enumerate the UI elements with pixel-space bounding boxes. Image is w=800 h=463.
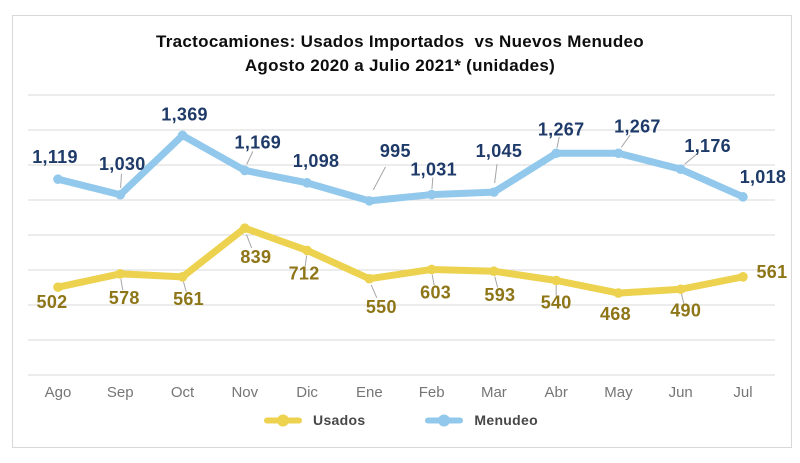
label-leader-line (556, 136, 560, 149)
menudeo-data-label: 1,031 (410, 160, 457, 180)
usados-line-marker-icon (264, 414, 303, 426)
x-axis-label: Mar (481, 384, 507, 401)
usados-data-point (364, 273, 375, 284)
menudeo-data-label: 1,176 (684, 136, 731, 156)
legend-item-usados: Usados (262, 412, 365, 428)
label-leader-line (684, 153, 698, 165)
usados-data-label: 468 (600, 304, 631, 324)
x-axis-label: May (604, 384, 633, 401)
label-leader-line (431, 274, 435, 286)
menudeo-data-point (426, 189, 437, 200)
x-axis-label: Feb (419, 384, 445, 401)
menudeo-data-label: 1,018 (740, 167, 787, 187)
usados-data-label: 839 (240, 247, 271, 267)
usados-data-point (738, 272, 748, 282)
menudeo-data-point (240, 165, 250, 176)
x-axis-label: Jul (733, 384, 752, 401)
label-leader-line (372, 166, 386, 191)
menudeo-data-point (115, 189, 126, 200)
menudeo-line (54, 131, 747, 205)
usados-data-point (426, 264, 437, 275)
menudeo-data-label: 1,045 (476, 141, 523, 161)
menudeo-data-point (675, 164, 686, 174)
label-leader-line (494, 276, 499, 288)
usados-data-label: 578 (109, 288, 140, 308)
x-axis-label: Dic (296, 384, 318, 401)
usados-data-point (613, 288, 624, 298)
menudeo-data-label: 1,119 (32, 147, 78, 167)
label-leader-line (120, 173, 123, 188)
chart-title: Tractocamiones: Usados Importados vs Nue… (0, 30, 800, 78)
menudeo-data-label: 1,369 (161, 104, 208, 124)
x-axis-label: Abr (544, 384, 567, 401)
usados-line (54, 224, 747, 297)
legend-label-usados: Usados (313, 412, 366, 428)
x-axis-label: Ene (356, 384, 383, 401)
usados-data-label: 540 (541, 293, 572, 313)
chart-title-line1: Tractocamiones: Usados Importados vs Nue… (156, 32, 644, 51)
usados-data-label: 502 (37, 292, 68, 312)
menudeo-data-point (551, 148, 561, 159)
x-axis-label: Oct (171, 384, 195, 401)
x-axis-label: Ago (45, 384, 72, 401)
label-leader-line (494, 164, 498, 184)
menudeo-data-label: 1,267 (538, 119, 585, 139)
menudeo-data-point (302, 178, 312, 188)
usados-data-point (489, 266, 499, 277)
label-leader-line (304, 255, 308, 267)
menudeo-line-marker-icon (425, 414, 464, 426)
menudeo-data-point (489, 187, 499, 197)
label-leader-line (120, 279, 124, 291)
x-axis-label: Sep (107, 384, 134, 401)
x-axis-label: Jun (669, 384, 693, 401)
usados-data-point (675, 284, 686, 295)
label-leader-line (245, 234, 253, 249)
usados-data-label: 490 (670, 300, 701, 320)
chart-border (12, 15, 792, 448)
label-leader-line (182, 281, 187, 292)
legend-label-menudeo: Menudeo (474, 412, 538, 428)
menudeo-data-point (364, 196, 375, 206)
usados-data-label: 561 (757, 262, 788, 282)
menudeo-data-label: 995 (380, 141, 411, 161)
menudeo-data-point (177, 130, 188, 141)
usados-data-point (551, 275, 561, 286)
menudeo-data-point (738, 192, 748, 202)
menudeo-data-label: 1,098 (293, 151, 340, 171)
label-leader-line (680, 293, 685, 304)
menudeo-data-point (613, 148, 624, 159)
usados-data-label: 712 (289, 263, 320, 283)
usados-data-label: 550 (366, 297, 397, 317)
usados-data-point (177, 272, 188, 282)
label-leader-line (431, 177, 434, 190)
usados-data-point (115, 269, 126, 279)
label-leader-line (246, 151, 254, 165)
menudeo-data-label: 1,267 (614, 116, 661, 136)
legend-item-menudeo: Menudeo (423, 412, 538, 428)
menudeo-data-label: 1,030 (99, 154, 146, 174)
label-leader-line (620, 134, 631, 148)
chart-title-line2: Agosto 2020 a Julio 2021* (unidades) (244, 56, 556, 75)
label-leader-line (370, 284, 378, 298)
usados-data-point (53, 282, 63, 292)
menudeo-data-point (53, 174, 63, 184)
usados-data-label: 593 (484, 285, 515, 305)
usados-data-label: 561 (173, 289, 204, 309)
usados-data-point (240, 223, 250, 233)
usados-data-label: 603 (420, 282, 451, 302)
x-axis-label: Nov (231, 384, 258, 401)
usados-data-point (302, 245, 312, 256)
menudeo-data-label: 1,169 (235, 132, 282, 152)
chart-legend: Usados Menudeo (0, 412, 800, 428)
